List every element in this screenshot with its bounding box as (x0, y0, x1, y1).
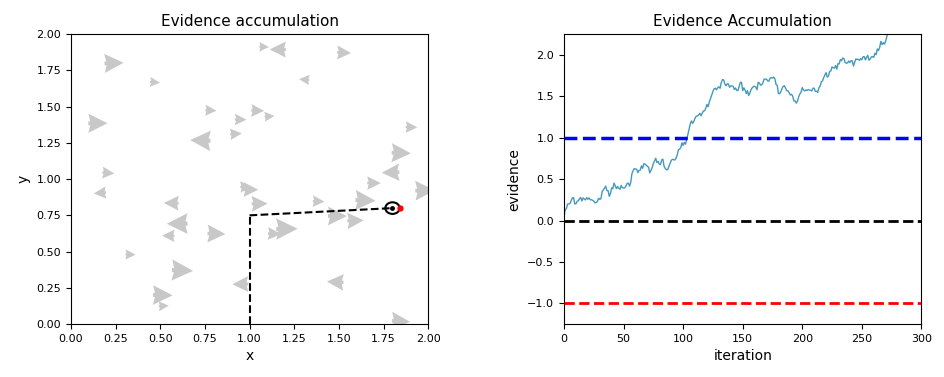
Title: Evidence Accumulation: Evidence Accumulation (652, 14, 832, 29)
Y-axis label: y: y (17, 175, 31, 183)
X-axis label: iteration: iteration (713, 349, 771, 363)
X-axis label: x: x (245, 349, 253, 363)
Title: Evidence accumulation: Evidence accumulation (160, 14, 338, 29)
Y-axis label: evidence: evidence (507, 148, 521, 210)
